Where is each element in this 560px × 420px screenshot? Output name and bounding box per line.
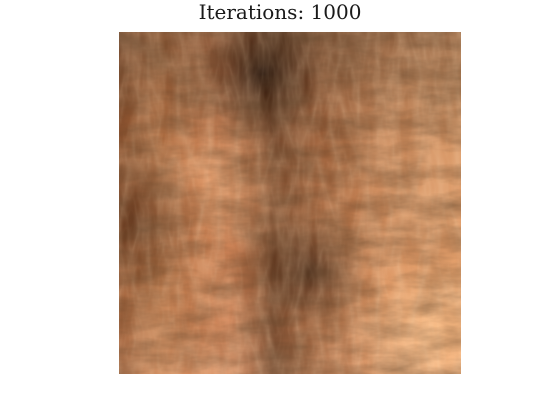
- copper-texture-image: [119, 32, 461, 374]
- figure-title: Iterations: 1000: [198, 0, 362, 24]
- iteration-image: [119, 32, 461, 374]
